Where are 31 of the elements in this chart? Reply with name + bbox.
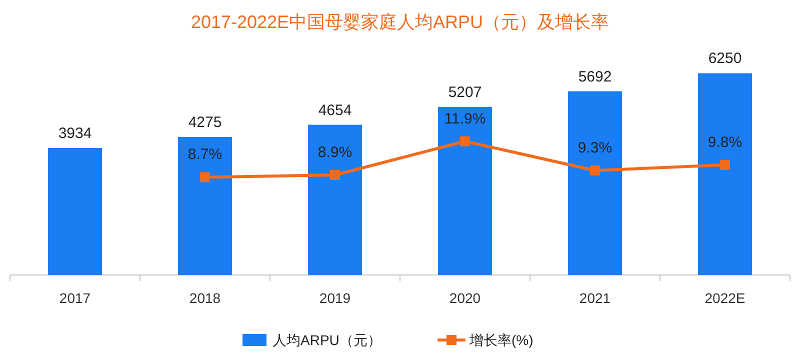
data-label: 11.9%	[444, 110, 486, 128]
legend-label: 增长率(%)	[468, 332, 534, 348]
data-label: 5207	[448, 84, 482, 101]
point	[460, 136, 470, 146]
x-tick-label: 2019	[319, 290, 351, 306]
x-tick-label: 2018	[189, 290, 221, 306]
chart-title: 2017-2022E中国母婴家庭人均ARPU（元）及增长率	[190, 12, 610, 32]
legend-label: 人均ARPU（元）	[272, 332, 382, 348]
data-label: 3934	[58, 125, 92, 142]
bar	[438, 106, 492, 275]
point	[720, 160, 730, 170]
x-tick-label: 2020	[449, 290, 481, 306]
x-tick-label: 2017	[59, 290, 91, 306]
data-label: 8.9%	[318, 144, 352, 161]
data-label: 8.7%	[188, 146, 222, 164]
bar	[698, 73, 752, 275]
point	[330, 170, 340, 180]
bar	[308, 124, 362, 275]
bar	[178, 137, 232, 275]
point	[200, 172, 210, 182]
data-label: 9.3%	[578, 139, 612, 156]
bar	[568, 91, 622, 275]
data-label: 9.8%	[708, 134, 742, 151]
data-label: 5692	[578, 68, 612, 86]
bar	[48, 148, 102, 275]
data-label: 6250	[708, 50, 742, 68]
x-tick-label: 2022E	[704, 290, 746, 306]
x-tick-label: 2021	[579, 290, 611, 306]
point	[590, 165, 600, 176]
data-label: 4654	[318, 102, 352, 119]
data-label: 4275	[188, 114, 222, 131]
